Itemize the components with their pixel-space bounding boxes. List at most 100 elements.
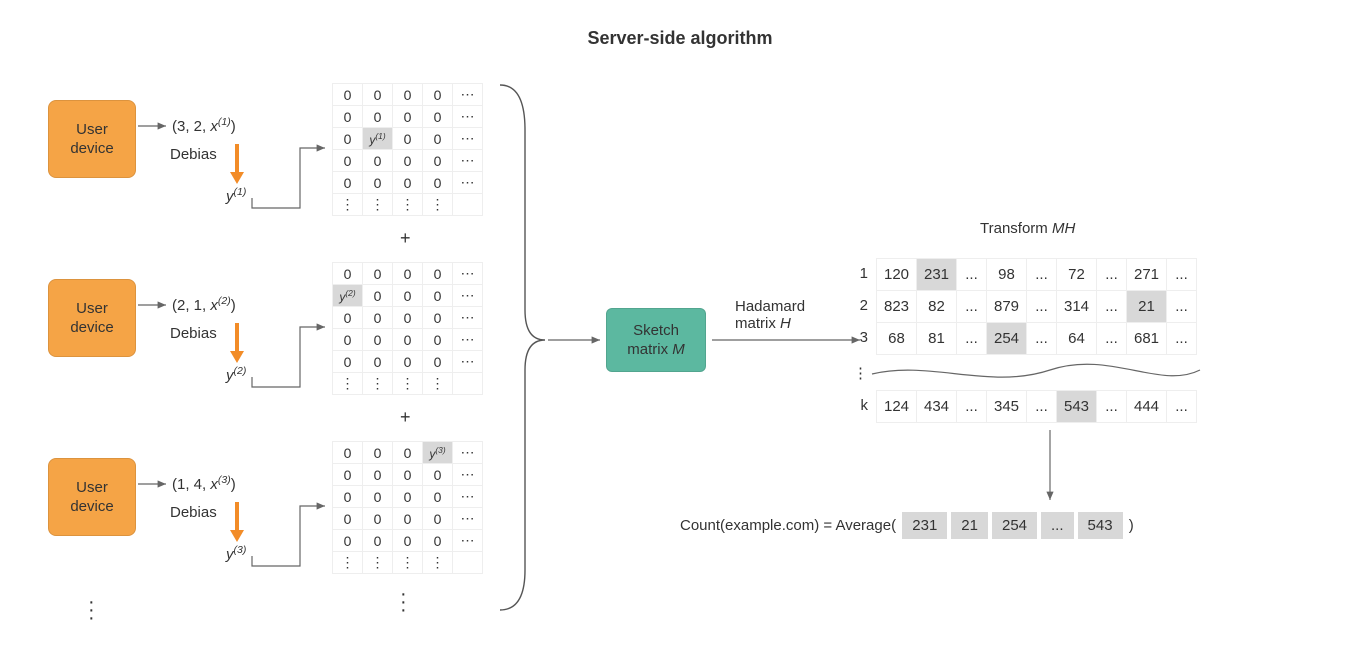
mh-cell: 254 [987,323,1027,355]
matrix-cell: ⋯ [453,263,483,285]
avg-value: ... [1041,512,1074,539]
debias-label: Debias [170,325,217,342]
matrix-cell [453,552,483,574]
count-close: ) [1129,517,1134,534]
mh-cell: ... [1167,323,1197,355]
y-variable-label: y(3) [226,544,246,563]
mh-cell: ... [1097,291,1127,323]
matrix-cell [453,373,483,395]
vertical-ellipsis: ··· [88,598,95,622]
vertical-ellipsis: ··· [400,590,407,614]
matrix-cell: ⋮ [393,194,423,216]
matrix-cell: ⋯ [453,106,483,128]
mh-table-bottom: 124434...345...543...444... [876,390,1197,423]
matrix-cell: 0 [393,508,423,530]
mh-cell: 231 [917,259,957,291]
avg-value: 254 [992,512,1037,539]
matrix-cell: 0 [393,84,423,106]
matrix-cell: 0 [423,464,453,486]
matrix-cell: ⋯ [453,285,483,307]
mh-cell: 68 [877,323,917,355]
mh-cell: 444 [1127,391,1167,423]
matrix-cell: ⋮ [423,552,453,574]
matrix-cell [453,194,483,216]
debias-arrow-icon [232,144,242,182]
matrix-cell: 0 [393,530,423,552]
matrix-cell: 0 [333,329,363,351]
matrix-cell: 0 [363,285,393,307]
matrix-cell: 0 [393,307,423,329]
mh-cell: 823 [877,291,917,323]
matrix-cell: 0 [393,106,423,128]
matrix-cell: ⋯ [453,150,483,172]
matrix-cell: 0 [333,351,363,373]
matrix-cell: 0 [363,486,393,508]
matrix-cell: 0 [333,84,363,106]
debias-label: Debias [170,146,217,163]
sparse-matrix: 0000⋯0000⋯0y(1)00⋯0000⋯0000⋯⋮⋮⋮⋮ [332,83,483,216]
mh-cell: 81 [917,323,957,355]
plus-symbol: + [400,407,411,428]
mh-cell: 72 [1057,259,1097,291]
matrix-cell: ⋯ [453,307,483,329]
tuple-label: (2, 1, x(2)) [172,295,236,314]
mh-row-ellipsis: ⋮ [848,364,868,382]
mh-cell: ... [1027,391,1057,423]
matrix-cell: 0 [333,263,363,285]
mh-cell: 21 [1127,291,1167,323]
matrix-cell: ⋮ [393,373,423,395]
matrix-cell: 0 [333,106,363,128]
matrix-cell: ⋮ [363,373,393,395]
mh-cell: 681 [1127,323,1167,355]
matrix-cell: y(1) [363,128,393,150]
matrix-cell: 0 [363,106,393,128]
sketch-matrix-box: Sketchmatrix M [606,308,706,372]
mh-cell: 879 [987,291,1027,323]
matrix-cell: 0 [423,307,453,329]
mh-cell: 98 [987,259,1027,291]
matrix-cell: 0 [333,172,363,194]
mh-cell: ... [957,291,987,323]
avg-value: 543 [1078,512,1123,539]
matrix-cell: 0 [333,530,363,552]
hadamard-label: Hadamardmatrix H [735,298,805,332]
matrix-cell: 0 [333,128,363,150]
matrix-cell: ⋮ [423,373,453,395]
matrix-cell: ⋮ [423,194,453,216]
matrix-cell: 0 [423,329,453,351]
matrix-cell: 0 [423,128,453,150]
matrix-cell: ⋮ [333,194,363,216]
sketch-matrix-label: Sketchmatrix M [627,321,685,360]
matrix-cell: 0 [393,172,423,194]
matrix-cell: 0 [363,351,393,373]
mh-cell: ... [1167,259,1197,291]
user-device-box: Userdevice [48,458,136,536]
avg-value: 21 [951,512,988,539]
mh-cell: ... [1027,323,1057,355]
matrix-cell: ⋯ [453,464,483,486]
plus-symbol: + [400,228,411,249]
matrix-cell: 0 [423,530,453,552]
matrix-cell: ⋯ [453,508,483,530]
matrix-cell: ⋮ [393,552,423,574]
debias-arrow-icon [232,323,242,361]
matrix-cell: 0 [423,508,453,530]
matrix-cell: ⋮ [363,194,393,216]
mh-cell: ... [1097,391,1127,423]
mh-cell: 434 [917,391,957,423]
matrix-cell: ⋮ [333,552,363,574]
matrix-cell: ⋯ [453,84,483,106]
mh-cell: 82 [917,291,957,323]
matrix-cell: ⋯ [453,172,483,194]
sparse-matrix: 000y(3)⋯0000⋯0000⋯0000⋯0000⋯⋮⋮⋮⋮ [332,441,483,574]
mh-table-top: 120231...98...72...271...82382...879...3… [876,258,1197,355]
matrix-cell: 0 [423,172,453,194]
matrix-cell: 0 [393,351,423,373]
matrix-cell: 0 [333,508,363,530]
matrix-cell: 0 [333,442,363,464]
mh-cell: 314 [1057,291,1097,323]
matrix-cell: 0 [333,486,363,508]
matrix-cell: 0 [363,464,393,486]
count-expression: Count(example.com) = Average( 23121254..… [680,512,1134,539]
matrix-cell: y(2) [333,285,363,307]
